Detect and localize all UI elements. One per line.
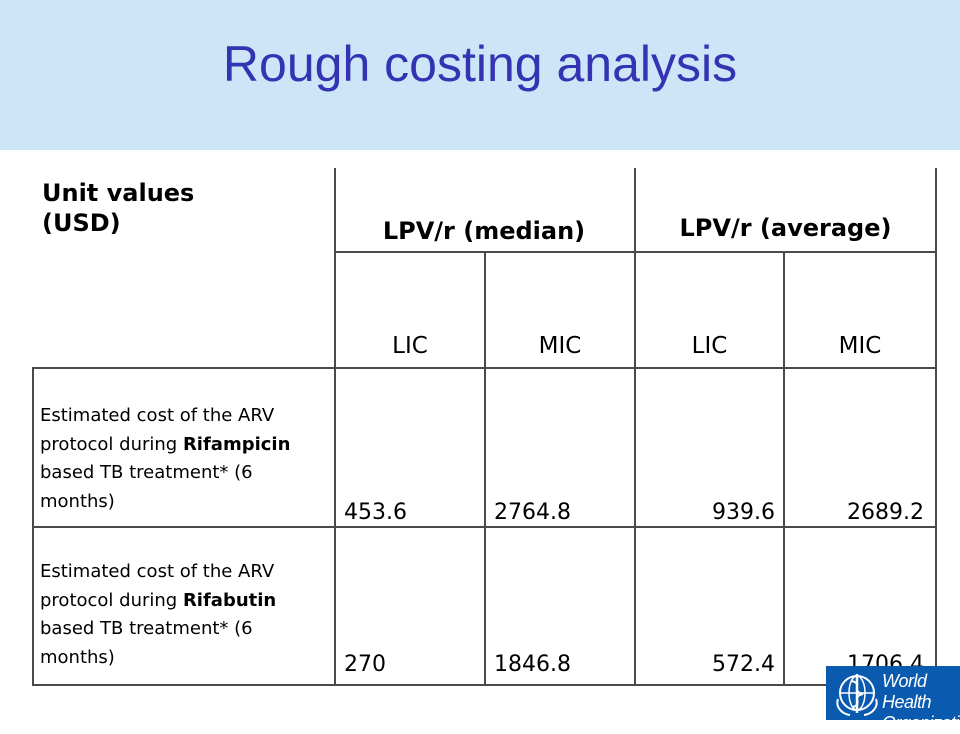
table-cell: 1846.8: [494, 652, 571, 677]
who-emblem-icon: [836, 674, 878, 716]
table-cell: 2689.2: [847, 500, 924, 525]
grid-line: [32, 367, 937, 369]
grid-line: [334, 168, 336, 368]
slide-title: Rough costing analysis: [222, 36, 738, 92]
logo-line-1: World Health: [882, 671, 932, 712]
who-logo-text: World Health Organization: [882, 671, 960, 734]
grid-line: [484, 253, 486, 686]
group-header-average: LPV/r (average): [679, 214, 892, 242]
row-description: Estimated cost of the ARV protocol durin…: [40, 405, 291, 512]
grid-line: [783, 253, 785, 686]
group-header-median: LPV/r (median): [382, 217, 586, 245]
grid-line: [32, 526, 937, 528]
corner-label: Unit values (USD): [42, 179, 195, 237]
subheader-lic: LIC: [691, 333, 728, 359]
title-band: [0, 0, 960, 150]
table-cell: 453.6: [344, 500, 407, 525]
table-cell: 2764.8: [494, 500, 571, 525]
grid-line: [634, 168, 636, 686]
logo-line-2: Organization: [882, 713, 960, 733]
subheader-lic: LIC: [392, 333, 428, 359]
table-cell: 572.4: [712, 652, 775, 677]
grid-line: [32, 684, 937, 686]
grid-line: [935, 168, 937, 686]
who-logo: [826, 666, 960, 720]
row-description: Estimated cost of the ARV protocol durin…: [40, 561, 277, 668]
subheader-mic: MIC: [538, 333, 582, 359]
table-cell: 939.6: [712, 500, 775, 525]
table-cell: 270: [344, 652, 386, 677]
grid-line: [334, 251, 937, 253]
subheader-mic: MIC: [838, 333, 882, 359]
